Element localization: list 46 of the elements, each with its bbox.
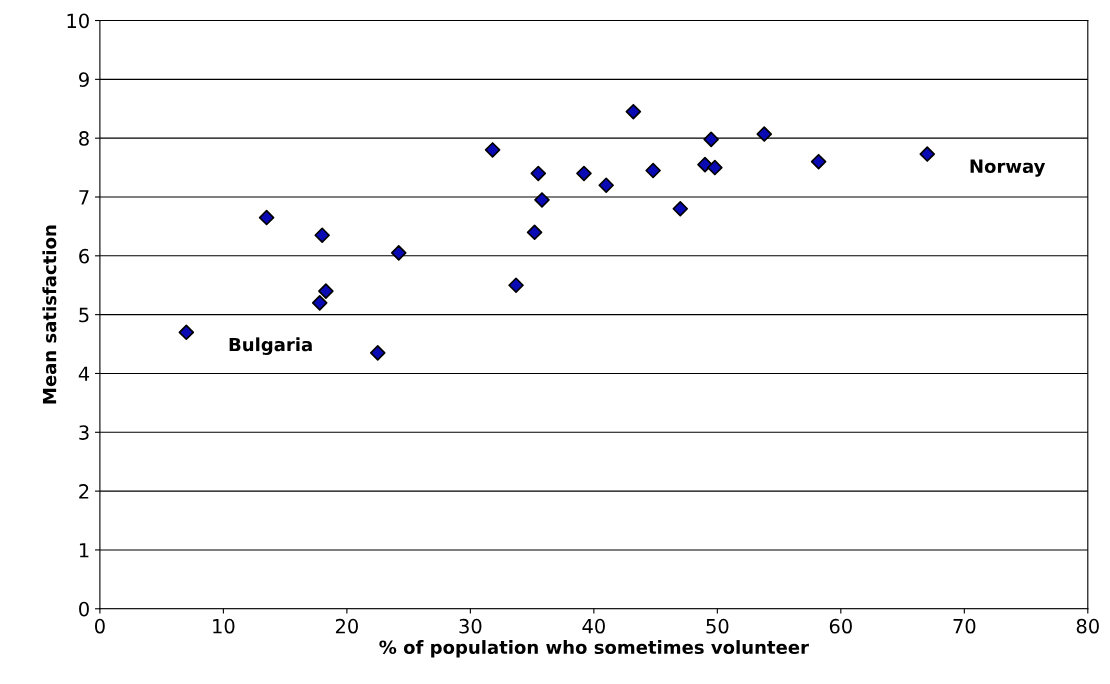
point — [672, 200, 689, 217]
y-tick-label: 8 — [79, 131, 89, 146]
y-tick-label: 1 — [79, 543, 89, 558]
x-tick-label: 30 — [459, 618, 482, 634]
point — [258, 209, 275, 226]
y-tick-label: 3 — [79, 425, 89, 440]
x-tick-label: 0 — [95, 618, 105, 634]
x-tick-label: 70 — [953, 618, 976, 634]
point — [810, 153, 827, 170]
x-tick-label: 20 — [335, 618, 358, 634]
point — [707, 159, 723, 176]
y-tick-label: 4 — [78, 366, 90, 381]
point — [318, 283, 334, 299]
x-tick-label: 40 — [582, 618, 605, 634]
point — [314, 227, 330, 244]
x-tick-label: 10 — [213, 618, 235, 634]
x-axis-title: % of population who sometimes volunteer — [379, 640, 809, 658]
point — [703, 131, 719, 148]
point — [369, 345, 386, 361]
y-tick-label: 5 — [79, 307, 89, 323]
y-tick-label: 9 — [79, 72, 89, 88]
x-tick-label: 80 — [1076, 618, 1099, 634]
point — [534, 192, 550, 208]
x-tick-label: 60 — [829, 618, 852, 634]
point — [576, 165, 592, 182]
point — [508, 277, 524, 294]
x-tick-label: 50 — [706, 618, 729, 634]
point — [530, 165, 547, 182]
y-tick-label: 0 — [79, 601, 89, 617]
point — [598, 177, 614, 194]
annotation: Norway — [970, 159, 1046, 177]
point — [645, 162, 661, 179]
y-tick-label: 2 — [79, 484, 89, 499]
y-axis-title: Mean satisfaction — [42, 225, 57, 404]
point — [526, 224, 543, 241]
point — [484, 142, 501, 158]
y-tick-label: 10 — [67, 13, 89, 29]
point — [919, 146, 936, 162]
y-tick-label: 7 — [79, 190, 89, 205]
point — [178, 324, 195, 341]
point — [625, 103, 642, 120]
point — [390, 245, 407, 261]
point — [756, 126, 773, 142]
annotation: Bulgaria — [229, 337, 312, 355]
y-tick-label: 6 — [79, 248, 89, 264]
point — [311, 295, 328, 311]
